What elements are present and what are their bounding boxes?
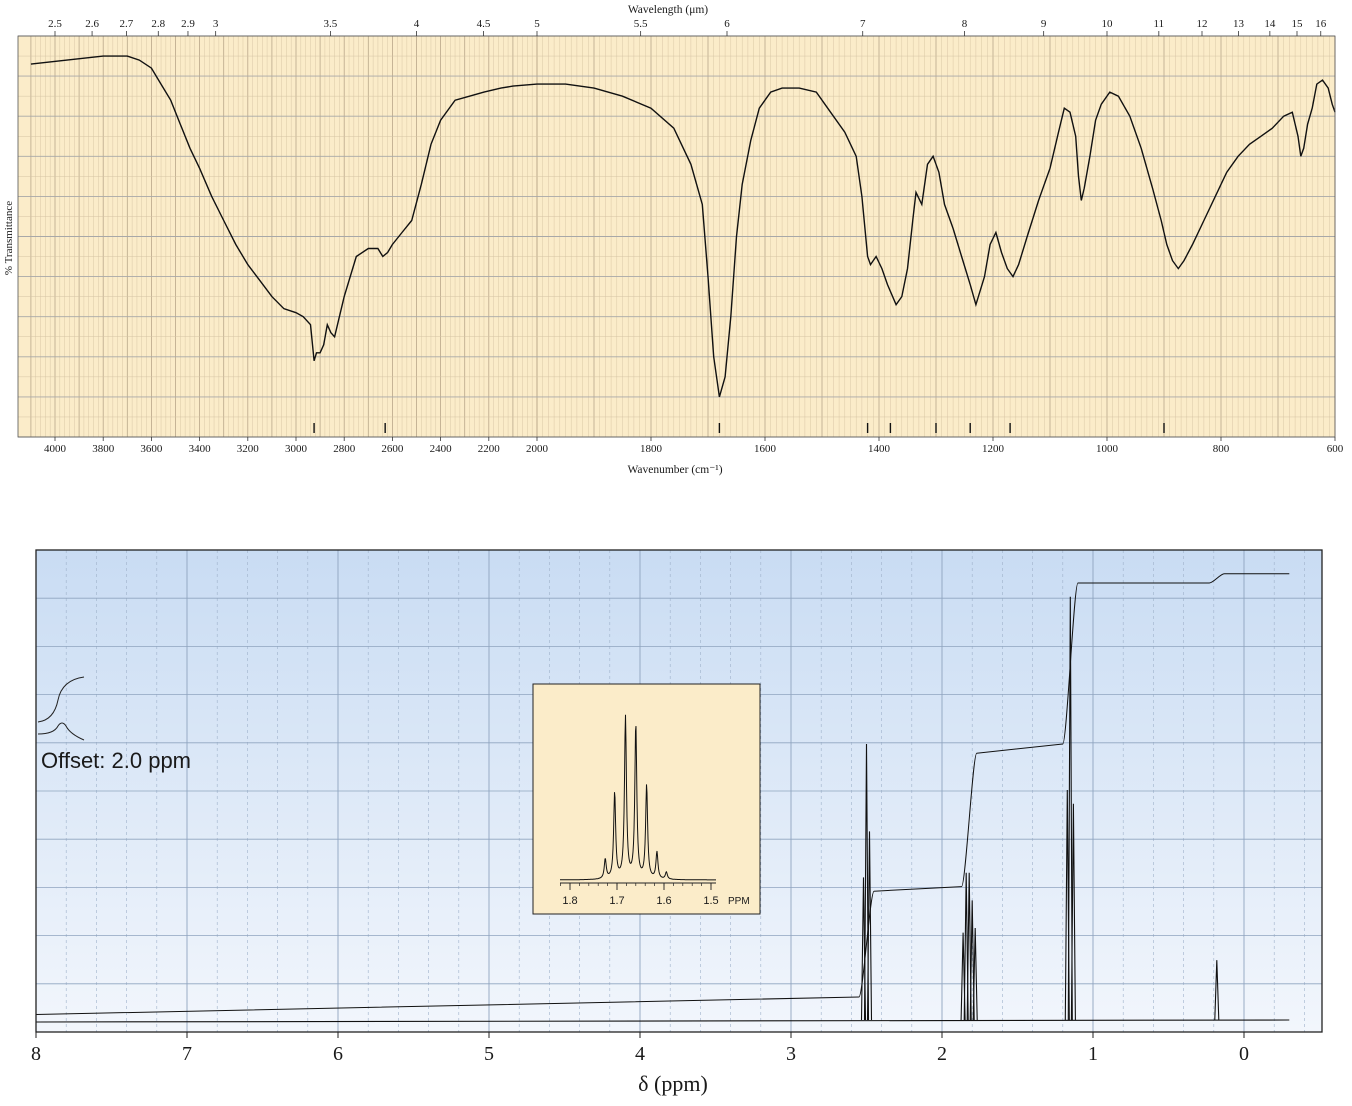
ir-wavelength-ticks: 2.5 2.6 2.7 2.8 2.9 3 3.5 4 4.5 5 5.5 6 7 8 9 10 11 12 13 1… [48,18,1327,36]
ir-wavenumber-tick-label: 2400 [430,443,453,455]
ir-bottom-axis-label: Wavenumber (cm⁻¹) [627,464,722,476]
ir-wavenumber-tick-label: 2600 [381,443,404,455]
ir-wavenumber-tick-label: 1800 [640,443,663,455]
ir-wavenumber-tick-label: 1000 [1096,443,1119,455]
ir-top-axis-label: Wavelength (μm) [628,4,708,16]
nmr-grid [35,550,1322,1032]
nmr-x-tick-label: 8 [31,1043,41,1065]
ir-wavenumber-tick-label: 3400 [189,443,212,455]
ir-wavelength-tick-label: 12 [1197,18,1208,30]
ir-wavenumber-ticks: 4000 3800 3600 3400 3200 3000 2800 2600 2400 2200… [44,437,1344,455]
ir-wavenumber-tick-label: 800 [1213,443,1230,455]
nmr-peak [972,927,978,1021]
ir-wavenumber-tick-label: 3000 [285,443,308,455]
nmr-x-axis-label: δ (ppm) [638,1071,708,1096]
nmr-peak [866,831,873,1021]
inset-x-tick-label: 1.7 [609,895,624,907]
ir-wavelength-tick-label: 2.9 [181,18,195,30]
ir-wavenumber-tick-label: 1200 [982,443,1005,455]
ir-wavelength-tick-label: 9 [1041,18,1047,30]
inset-x-tick-label: 1.8 [562,895,577,907]
ir-y-axis-label: % Transmittance [3,201,15,275]
nmr-x-tick-label: 4 [635,1043,645,1065]
inset-spectrum-line [560,714,716,881]
nmr-peak [1067,596,1073,1021]
nmr-x-tick-label: 6 [333,1043,343,1065]
ir-wavelength-tick-label: 5 [534,18,540,30]
nmr-x-tick-label: 1 [1088,1043,1098,1065]
ir-wavenumber-tick-label: 3800 [92,443,115,455]
ir-wavelength-tick-label: 16 [1315,18,1327,30]
ir-wavelength-tick-label: 4.5 [477,18,491,30]
inset-x-tick-label: 1.6 [656,895,671,907]
nmr-x-ticks: 8 7 6 5 4 3 2 1 0 [31,1032,1249,1065]
ir-wavelength-tick-label: 2.6 [85,18,99,30]
nmr-spectrum-line [35,1019,1290,1023]
nmr-x-tick-label: 3 [786,1043,796,1065]
offset-annotation: Offset: 2.0 ppm [41,748,191,773]
ir-wavenumber-tick-label: 3600 [140,443,163,455]
ir-wavelength-tick-label: 3.5 [324,18,338,30]
ir-wavelength-tick-label: 10 [1102,18,1114,30]
nmr-inset: 1.8 1.7 1.6 1.5 PPM [532,683,761,915]
ir-wavelength-tick-label: 14 [1264,18,1276,30]
ir-wavenumber-tick-label: 2200 [478,443,501,455]
ir-wavenumber-tick-label: 1600 [754,443,777,455]
ir-wavelength-tick-label: 11 [1154,18,1165,30]
ir-peak-markers [313,423,1165,433]
ir-wavenumber-tick-label: 1400 [868,443,891,455]
nmr-peak [1214,960,1220,1021]
ir-wavelength-tick-label: 3 [213,18,219,30]
nmr-x-tick-label: 7 [182,1043,192,1065]
ir-wavelength-tick-label: 7 [860,18,866,30]
ir-wavelength-tick-label: 4 [414,18,420,30]
ir-wavelength-tick-label: 13 [1233,18,1245,30]
ir-spectrum-panel: 2.5 2.6 2.7 2.8 2.9 3 3.5 4 4.5 5 5.5 6 7 8 9 10 11 12 13 1… [3,4,1344,476]
nmr-spectrum-panel: Offset: 2.0 ppm 8 7 6 5 4 3 2 1 0 δ (ppm) 1.8 1.7… [31,549,1323,1096]
ir-spectrum-line [30,55,1336,398]
inset-x-tick-label: 1.5 [703,895,718,907]
nmr-x-tick-label: 0 [1239,1043,1249,1065]
offset-icon [37,676,85,741]
ir-plot-frame [17,35,1336,438]
nmr-integral-curve [35,573,1290,1015]
ir-wavelength-tick-label: 15 [1292,18,1304,30]
ir-wavelength-tick-label: 2.5 [48,18,62,30]
inset-unit-label: PPM [728,896,750,907]
ir-wavenumber-tick-label: 3200 [237,443,260,455]
ir-wavelength-tick-label: 2.7 [120,18,134,30]
ir-wavenumber-tick-label: 2000 [526,443,549,455]
inset-x-ticks: 1.8 1.7 1.6 1.5 [560,883,719,907]
nmr-peaks [860,596,1220,1021]
nmr-peak [1070,803,1076,1021]
nmr-plot-frame [35,549,1323,1033]
nmr-x-tick-label: 5 [484,1043,494,1065]
ir-wavelength-tick-label: 2.8 [151,18,165,30]
ir-wavelength-tick-label: 6 [724,18,730,30]
ir-wavelength-tick-label: 5.5 [634,18,648,30]
ir-wavenumber-tick-label: 2800 [333,443,356,455]
ir-wavelength-tick-label: 8 [962,18,968,30]
ir-wavenumber-tick-label: 600 [1327,443,1344,455]
ir-wavenumber-tick-label: 4000 [44,443,67,455]
nmr-x-tick-label: 2 [937,1043,947,1065]
ir-grid [18,35,1336,438]
